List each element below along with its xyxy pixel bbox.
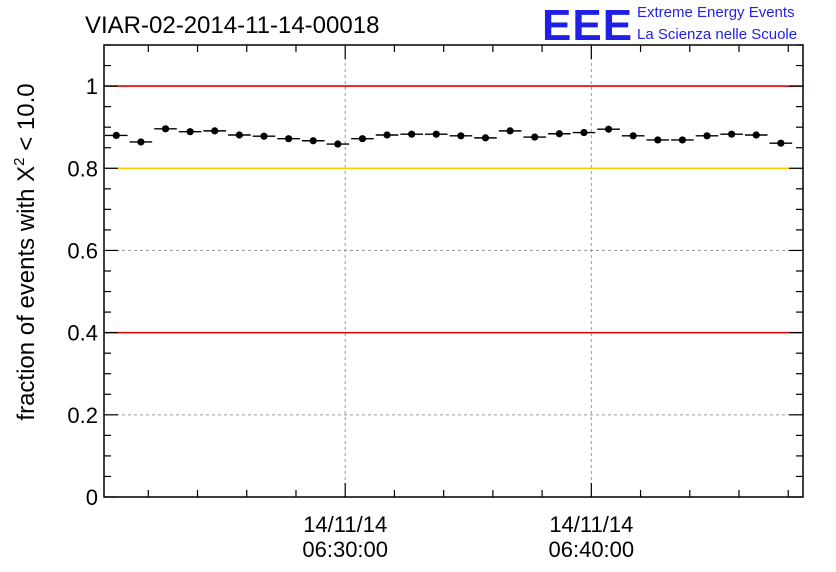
data-point-marker (629, 132, 637, 140)
data-point-marker (654, 136, 662, 144)
data-point-marker (211, 127, 219, 135)
data-point-marker (383, 131, 391, 139)
data-point-marker (358, 135, 367, 143)
data-point (474, 134, 497, 142)
data-point (720, 130, 743, 138)
data-point (744, 131, 768, 139)
data-point-marker (555, 130, 563, 138)
data-point-marker (777, 139, 785, 147)
data-point-marker (112, 131, 120, 139)
data-point-marker (408, 130, 416, 138)
data-point (498, 127, 522, 135)
y-tick-label: 0.6 (67, 238, 98, 263)
data-point-marker (678, 136, 686, 144)
data-point-marker (604, 125, 613, 133)
data-point-marker (506, 127, 514, 135)
y-tick-label: 0.4 (67, 321, 98, 346)
data-point (129, 138, 153, 146)
data-point-marker (334, 140, 342, 148)
data-point (424, 130, 448, 138)
data-point (375, 131, 399, 139)
data-point (621, 132, 645, 140)
data-point (326, 140, 350, 148)
data-point (449, 132, 473, 140)
y-tick-label: 0.8 (67, 156, 98, 181)
x-tick-label-date: 14/11/14 (549, 512, 633, 537)
plot-frame-border (103, 44, 804, 498)
data-point-marker (432, 130, 440, 138)
reference-lines (104, 85, 803, 334)
data-point (252, 132, 276, 140)
data-point (301, 137, 325, 145)
data-point (671, 136, 694, 144)
data-point (400, 130, 423, 138)
data-point-marker (703, 132, 711, 140)
data-point-marker (481, 134, 490, 142)
data-point (203, 127, 227, 135)
chart-title: VIAR-02-2014-11-14-00018 (85, 12, 379, 39)
data-point-marker (284, 135, 293, 143)
data-point-marker (309, 137, 317, 145)
y-axis-label-superscript: 2 (11, 157, 28, 165)
data-point (572, 128, 596, 137)
y-tick-label: 1 (86, 74, 98, 99)
data-point-marker (457, 132, 465, 140)
data-points (105, 125, 793, 148)
plot-frame (103, 44, 804, 498)
x-tick-label-time: 06:40:00 (549, 537, 635, 562)
eee-logo: EEE Extreme Energy Events La Scienza nel… (542, 1, 797, 50)
data-point (277, 135, 300, 143)
data-point (646, 136, 670, 144)
data-point (228, 131, 251, 139)
data-point (769, 139, 793, 147)
y-axis-label: fraction of events with X2 < 10.0 (11, 83, 40, 420)
data-point (523, 133, 547, 141)
data-point-marker (580, 128, 588, 137)
y-tick-label: 0 (86, 485, 98, 510)
y-axis-label-prefix: fraction of events with (13, 182, 40, 421)
data-point-marker (186, 128, 194, 136)
tick-labels: 00.20.40.60.8114/11/1406:30:0014/11/1406… (67, 74, 634, 562)
data-point-marker (728, 130, 736, 138)
data-point (154, 125, 177, 133)
x-tick-label-time: 06:30:00 (302, 537, 388, 562)
data-point-marker (235, 131, 243, 139)
x-tick-label-date: 14/11/14 (303, 512, 387, 537)
data-point-marker (531, 133, 539, 141)
y-axis-label-suffix: < 10.0 (13, 83, 40, 157)
data-point (548, 130, 571, 138)
data-point-marker (260, 132, 268, 140)
y-tick-label: 0.2 (67, 403, 98, 428)
data-point (351, 135, 374, 143)
y-axis-label-chi: X (13, 166, 40, 182)
data-point (695, 132, 719, 140)
logo-line-1: Extreme Energy Events (637, 4, 795, 21)
data-point-marker (137, 138, 145, 146)
logo-line-2: La Scienza nelle Scuole (637, 26, 797, 43)
grid-lines (104, 45, 803, 497)
data-point-marker (161, 125, 170, 133)
data-point (178, 128, 202, 136)
data-point (105, 131, 128, 139)
data-point-marker (752, 131, 760, 139)
data-point (597, 125, 620, 133)
logo-letters: EEE (542, 1, 633, 50)
